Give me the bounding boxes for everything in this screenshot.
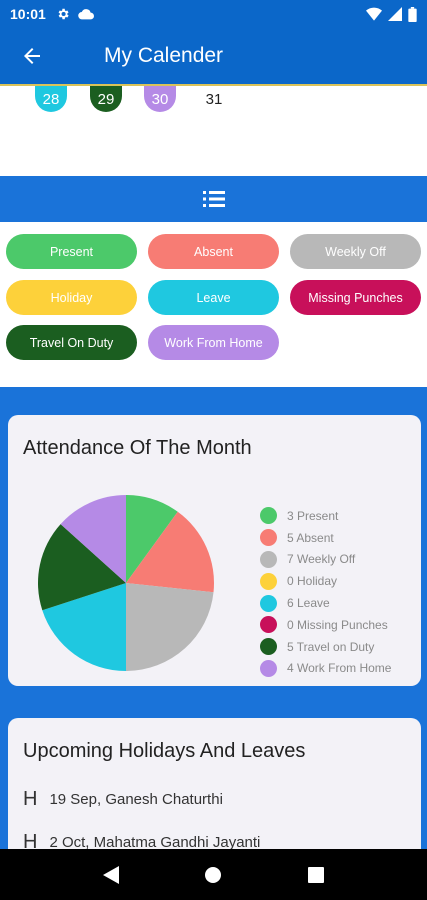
- pie-slice-absent: [126, 511, 214, 593]
- calendar-day[interactable]: 30: [144, 86, 176, 112]
- legend-chip-weekly-off[interactable]: Weekly Off: [290, 234, 421, 269]
- holiday-item: H 19 Sep, Ganesh Chaturthi: [23, 788, 223, 811]
- nav-recents-icon[interactable]: [308, 866, 325, 883]
- signal-icon: [388, 7, 402, 21]
- holiday-text: 2 Oct, Mahatma Gandhi Jayanti: [49, 834, 261, 851]
- legend-dot: [260, 638, 277, 656]
- calendar-day[interactable]: 29: [90, 86, 122, 112]
- status-legend-panel: Present Absent Weekly Off Holiday Leave …: [0, 222, 427, 387]
- holiday-h-icon: H: [23, 831, 38, 853]
- pie-slice-weekly-off: [126, 583, 214, 671]
- attendance-legend: 3 Present 5 Absent 7 Weekly Off 0 Holida…: [260, 505, 391, 679]
- legend-dot: [260, 659, 277, 677]
- attendance-legend-item: 3 Present: [260, 505, 391, 527]
- legend-chip-work-from-home[interactable]: Work From Home: [148, 325, 279, 360]
- legend-dot: [260, 550, 277, 568]
- legend-dot: [260, 572, 277, 590]
- attendance-legend-item: 6 Leave: [260, 592, 391, 614]
- pie-svg: [37, 495, 214, 671]
- legend-label: 0 Holiday: [287, 574, 338, 589]
- system-nav-bar: [0, 849, 427, 900]
- holiday-item: H 2 Oct, Mahatma Gandhi Jayanti: [23, 831, 260, 854]
- legend-chip-travel-on-duty[interactable]: Travel On Duty: [6, 325, 137, 360]
- holidays-title: Upcoming Holidays And Leaves: [23, 740, 306, 762]
- legend-dot: [260, 507, 277, 525]
- legend-chip-leave[interactable]: Leave: [148, 280, 279, 315]
- attendance-legend-item: 7 Weekly Off: [260, 549, 391, 571]
- nav-back-icon[interactable]: [102, 865, 119, 884]
- holidays-card: Upcoming Holidays And Leaves H 19 Sep, G…: [8, 718, 421, 868]
- pie-slice-leave: [42, 583, 127, 671]
- wifi-icon: [366, 7, 382, 21]
- nav-home-icon[interactable]: [204, 866, 222, 884]
- battery-icon: [408, 6, 417, 22]
- back-button[interactable]: [0, 27, 64, 85]
- legend-label: 3 Present: [287, 508, 339, 523]
- attendance-pie-chart: [36, 493, 216, 673]
- attendance-legend-item: 0 Holiday: [260, 570, 391, 592]
- calendar-day[interactable]: 28: [35, 86, 67, 112]
- pie-slice-present: [126, 495, 178, 583]
- legend-chip-missing-punches[interactable]: Missing Punches: [290, 280, 421, 315]
- legend-label: 7 Weekly Off: [287, 552, 356, 567]
- calendar-strip: 28 29 30 31: [0, 86, 427, 176]
- legend-chip-absent[interactable]: Absent: [148, 234, 279, 269]
- legend-label: 5 Absent: [287, 530, 334, 545]
- attendance-legend-item: 4 Work From Home: [260, 658, 391, 680]
- list-view-bar[interactable]: [0, 176, 427, 222]
- attendance-legend-item: 5 Travel on Duty: [260, 636, 391, 658]
- attendance-card: Attendance Of The Month 3 Present 5 Abse…: [8, 415, 421, 686]
- pie-slice-work-from-home: [60, 495, 126, 583]
- holiday-text: 19 Sep, Ganesh Chaturthi: [49, 791, 223, 808]
- status-bar: 10:01: [0, 0, 427, 28]
- legend-chip-present[interactable]: Present: [6, 234, 137, 269]
- attendance-legend-item: 0 Missing Punches: [260, 614, 391, 636]
- legend-label: 4 Work From Home: [287, 661, 392, 676]
- legend-dot: [260, 529, 277, 547]
- cloud-icon: [78, 9, 94, 20]
- legend-chip-holiday[interactable]: Holiday: [6, 280, 137, 315]
- arrow-back-icon: [24, 48, 40, 64]
- holiday-h-icon: H: [23, 788, 38, 810]
- legend-label: 0 Missing Punches: [287, 617, 388, 632]
- status-time: 10:01: [10, 6, 46, 22]
- calendar-day[interactable]: 31: [205, 91, 223, 108]
- settings-gear-icon: [58, 8, 69, 20]
- attendance-legend-item: 5 Absent: [260, 527, 391, 549]
- app-bar: My Calender: [0, 28, 427, 86]
- legend-label: 5 Travel on Duty: [287, 639, 375, 654]
- page-title: My Calender: [104, 44, 224, 67]
- attendance-title: Attendance Of The Month: [23, 437, 252, 459]
- pie-slice-travel-on-duty: [37, 524, 126, 611]
- legend-label: 6 Leave: [287, 596, 330, 611]
- legend-dot: [260, 594, 277, 612]
- legend-dot: [260, 616, 277, 634]
- list-icon[interactable]: [202, 190, 225, 208]
